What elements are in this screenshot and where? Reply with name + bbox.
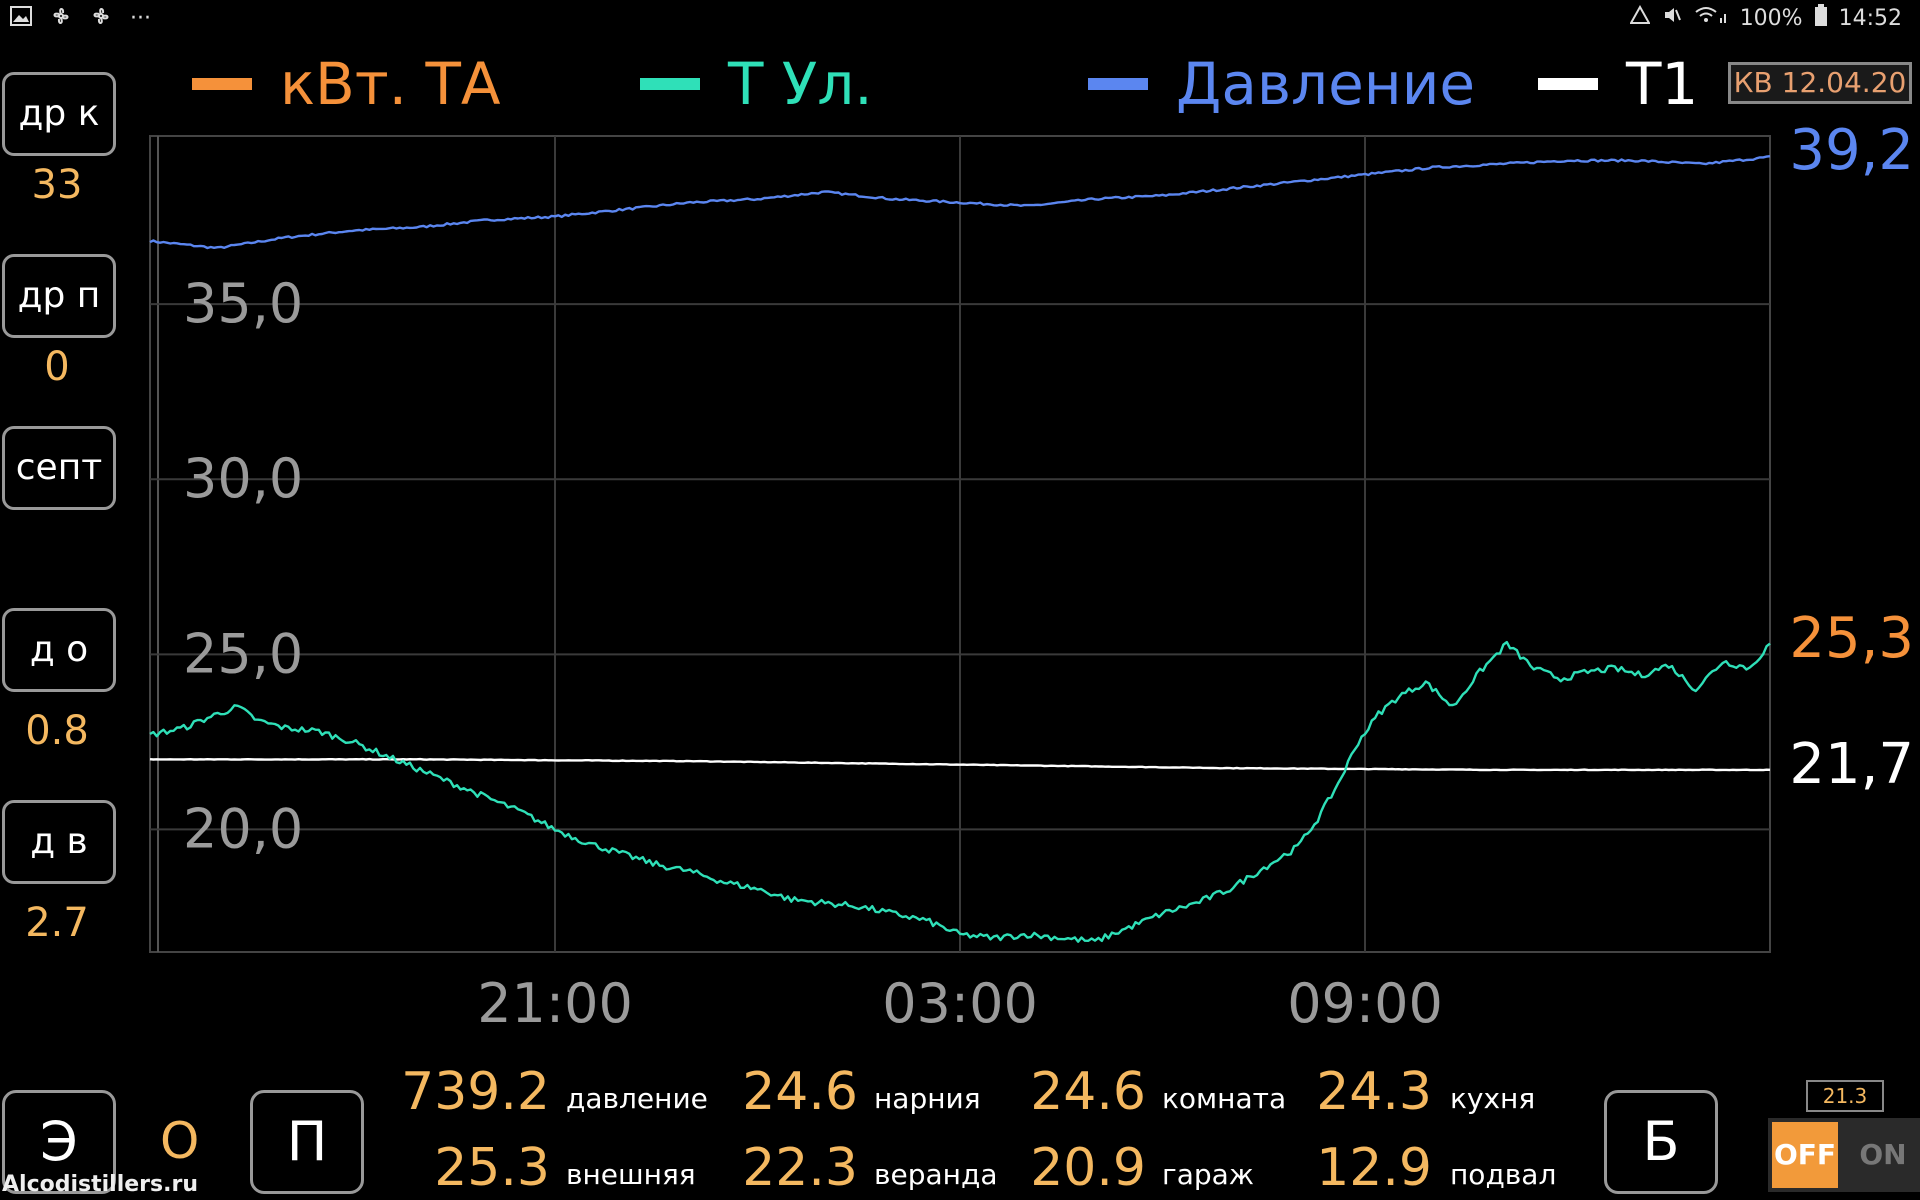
sensor-name: нарния (874, 1082, 981, 1115)
legend-swatch (1538, 78, 1598, 90)
value-d-o: 0.8 (25, 708, 89, 754)
date-badge[interactable]: КВ 12.04.20 (1728, 62, 1912, 104)
series-line-pressure (149, 155, 1771, 250)
btn-sept[interactable]: септ (2, 426, 116, 510)
mini-value-badge: 21.3 (1806, 1080, 1884, 1112)
y-tick-label: 25,0 (183, 622, 303, 685)
fan-icon (50, 5, 72, 34)
legend-label: Давление (1176, 50, 1476, 118)
legend-label: кВт. ТА (280, 50, 501, 118)
sensor-value: 24.6 (1030, 1062, 1146, 1122)
x-tick-label: 21:00 (477, 972, 633, 1035)
chart-ticks: 35,0 30,0 25,0 20,0 21:00 03:00 09:00 (183, 272, 1443, 1035)
x-tick-label: 03:00 (882, 972, 1038, 1035)
y-tick-label: 30,0 (183, 447, 303, 510)
sensor-value: 12.9 (1316, 1138, 1432, 1198)
sensor-name: веранда (874, 1158, 998, 1191)
clock: 14:52 (1838, 6, 1902, 31)
series-line-outdoor-temp (149, 640, 1771, 943)
sensor-name: внешняя (566, 1158, 696, 1191)
btn-b[interactable]: Б (1604, 1090, 1718, 1194)
sensor-value: 739.2 (401, 1062, 550, 1122)
current-outdoor-value: 25,3 (1789, 606, 1914, 671)
sensor-value: 25.3 (434, 1138, 550, 1198)
status-bar-left: ··· (10, 5, 151, 34)
fan-icon (90, 5, 112, 34)
current-pressure-value: 39,2 (1789, 118, 1914, 183)
image-icon (10, 5, 32, 33)
toggle-off-label[interactable]: OFF (1772, 1122, 1838, 1188)
more-icon[interactable]: ··· (130, 6, 151, 31)
y-tick-label: 35,0 (183, 272, 303, 335)
btn-d-v[interactable]: д в (2, 800, 116, 884)
watermark: Alcodistillers.ru (2, 1172, 198, 1197)
legend-swatch (640, 78, 700, 90)
sensor-value: 24.3 (1316, 1062, 1432, 1122)
legend-item-outdoor-temp: Т Ул. (640, 48, 873, 120)
value-d-v: 2.7 (25, 900, 89, 946)
toggle-on-label[interactable]: ON (1859, 1138, 1907, 1171)
value-dr-p: 0 (44, 344, 70, 390)
btn-d-o[interactable]: д о (2, 608, 116, 692)
sensor-value: 20.9 (1030, 1138, 1146, 1198)
sensor-value: 24.6 (742, 1062, 858, 1122)
legend-item-kw: кВт. ТА (192, 48, 501, 120)
legend-swatch (1088, 78, 1148, 90)
sensor-name: подвал (1450, 1158, 1557, 1191)
legend-swatch (192, 78, 252, 90)
btn-e[interactable]: Э (2, 1090, 116, 1194)
sensor-value: 22.3 (742, 1138, 858, 1198)
chart-grid (149, 135, 1771, 953)
mute-icon (1662, 4, 1682, 34)
battery-icon (1814, 3, 1827, 35)
warning-icon (1628, 4, 1651, 34)
wifi-icon (1694, 4, 1728, 34)
btn-dr-p[interactable]: др п (2, 254, 116, 338)
current-t1-value: 21,7 (1789, 732, 1914, 797)
legend-item-pressure: Давление (1088, 48, 1475, 120)
y-tick-label: 20,0 (183, 797, 303, 860)
legend-label: Т Ул. (728, 50, 873, 118)
sensor-name: кухня (1450, 1082, 1536, 1115)
sensor-name: давление (566, 1082, 708, 1115)
value-dr-k: 33 (31, 162, 83, 208)
mode-value: О (160, 1112, 200, 1170)
btn-dr-k[interactable]: др к (2, 72, 116, 156)
x-tick-label: 09:00 (1287, 972, 1443, 1035)
series-line-t1 (149, 757, 1771, 772)
status-bar-right: 100% 14:52 (1628, 3, 1902, 35)
battery-percent: 100% (1739, 6, 1803, 31)
sensor-name: комната (1162, 1082, 1287, 1115)
legend-label: Т1 (1626, 50, 1699, 118)
legend-item-t1: Т1 (1538, 48, 1698, 120)
sensor-name: гараж (1162, 1158, 1255, 1191)
btn-p[interactable]: П (250, 1090, 364, 1194)
chart-series (149, 155, 1771, 943)
